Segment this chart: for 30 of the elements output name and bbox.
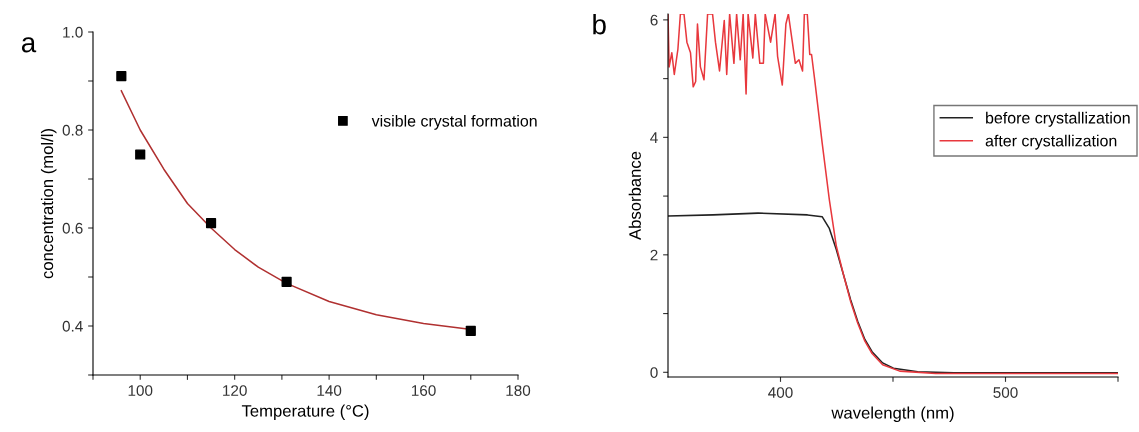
legend-label: before crystallization (986, 111, 1130, 127)
x-tick-label: 120 (223, 385, 247, 396)
x-tick-label: 160 (411, 385, 436, 396)
x-tick-label: 140 (317, 385, 342, 396)
y-tick-label: 6 (650, 14, 658, 26)
x-axis-title: Temperature (°C) (241, 404, 369, 421)
x-axis-title: wavelength (nm) (831, 406, 954, 423)
y-tick-label: 0 (650, 367, 658, 378)
y-tick-label: 4 (650, 132, 658, 143)
x-tick-label: 500 (993, 387, 1018, 398)
line-series (668, 212, 1118, 374)
point (135, 149, 146, 160)
y-axis-title: concentration (mol/l) (40, 129, 57, 279)
x-tick-label: 400 (768, 387, 793, 398)
legend-label: after crystallization (985, 134, 1117, 150)
point (205, 218, 217, 229)
x-tick-label: 100 (128, 385, 153, 396)
legend-label: visible crystal formation (371, 114, 537, 130)
y-tick-label: 0.8 (62, 124, 83, 136)
y-tick-label: 0.4 (62, 320, 83, 332)
y-axis-title: Absorbance (628, 151, 641, 240)
point (281, 276, 292, 287)
y-tick-label: 1.0 (63, 26, 83, 38)
y-tick-label: 2 (650, 249, 658, 261)
point (465, 325, 476, 336)
point (116, 71, 127, 82)
x-tick-label: 180 (506, 385, 531, 396)
y-tick-label: 0.6 (62, 222, 83, 234)
text: b (593, 14, 606, 35)
text: a (21, 37, 37, 53)
